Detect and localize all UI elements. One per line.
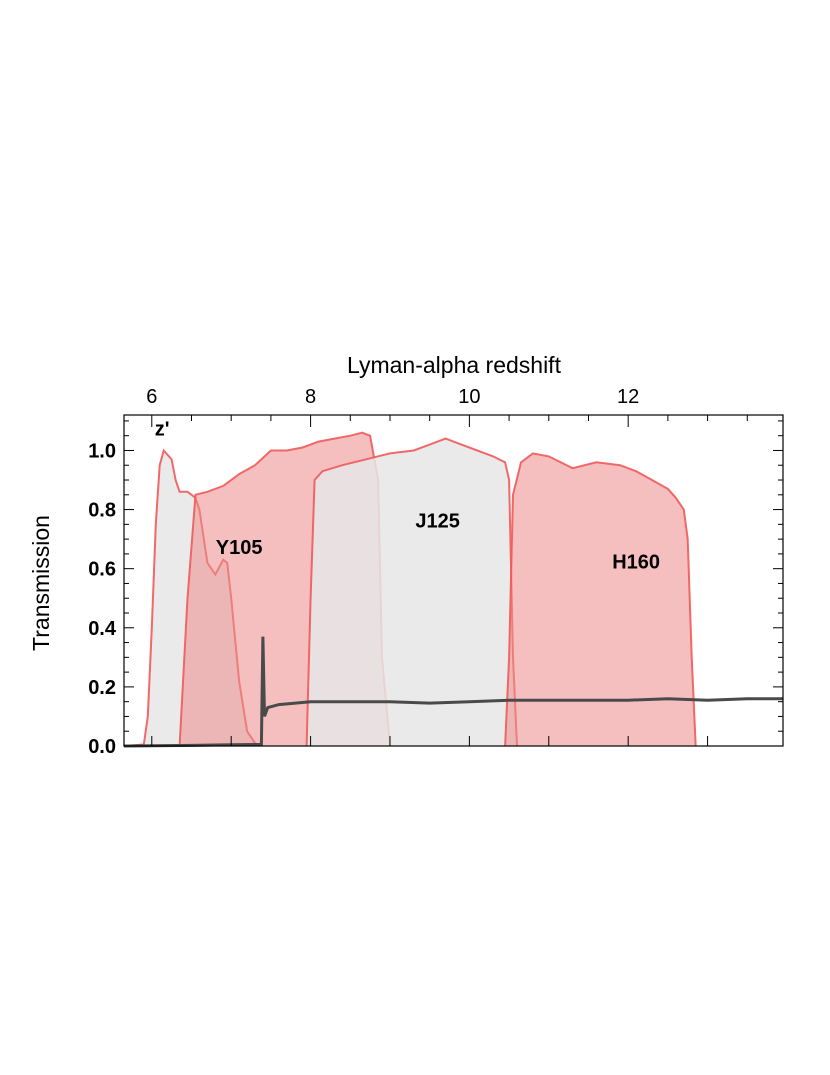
y-tick-label: 0.2 (88, 677, 116, 699)
filter-line-y105 (178, 431, 391, 747)
filter-line-h160 (504, 452, 697, 747)
y-axis-title: Transmission (28, 515, 54, 651)
top-tick-label: 8 (305, 386, 316, 408)
filter-fill-h160 (505, 453, 696, 746)
plot-frame (123, 414, 784, 747)
transmission-curve (123, 636, 783, 748)
filter-label-j125: J125 (415, 510, 460, 532)
y-tick-label: 0.0 (88, 736, 116, 758)
y-axis-title-group: Transmission (28, 515, 54, 651)
filter-line-j125 (305, 437, 518, 747)
top-axis-title: Lyman-alpha redshift (347, 352, 562, 378)
plot-area: 0.0 0.2 0.4 0.6 0.8 1.0 6 8 10 12 z' Y105 J125 H160 (88, 386, 784, 758)
top-tick-label: 6 (146, 386, 157, 408)
filter-label-y105: Y105 (216, 537, 263, 559)
filter-fill-j125 (306, 438, 517, 746)
filter-label-h160: H160 (612, 552, 660, 574)
top-tick-label: 10 (458, 386, 480, 408)
filter-label-z: z' (155, 419, 170, 441)
top-tick-label: 12 (617, 386, 639, 408)
y-tick-label: 0.6 (88, 559, 116, 581)
y-tick-label: 0.8 (88, 500, 116, 522)
y-tick-label: 1.0 (88, 440, 116, 462)
y-tick-label: 0.4 (88, 618, 117, 640)
